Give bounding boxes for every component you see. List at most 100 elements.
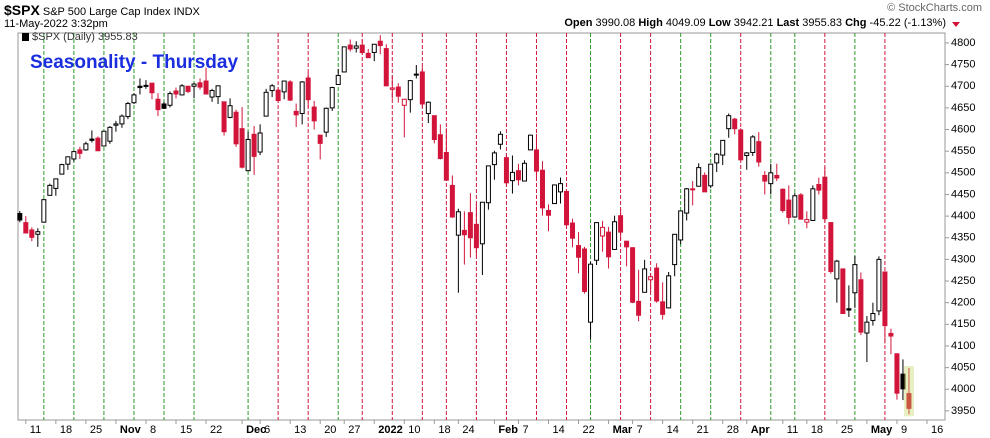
y-tick-label: 3950 [951,405,975,417]
quote-label: Open [564,17,593,29]
candle-body [798,194,804,220]
candle-body [648,276,654,281]
y-tick-label: 4100 [951,340,975,352]
candle-body [780,188,786,211]
candle-body [215,85,221,98]
candle-body [365,52,371,59]
y-tick-label: 4700 [951,80,975,92]
candle-body [449,184,455,218]
quote-value: 4049.09 [665,17,706,29]
candle-body [179,85,185,96]
candle-body [263,91,269,117]
x-tick-label: 22 [583,424,595,436]
candle-body [293,110,299,116]
candle-body [642,268,648,293]
candle-body [65,156,71,165]
candle-body [684,188,690,214]
candle-body [606,231,612,258]
x-tick-label: 25 [841,424,853,436]
y-tick-label: 4200 [951,297,975,309]
candle-body [696,167,702,187]
candle-body [317,134,323,144]
candle-body [17,213,23,221]
candle-body [197,82,203,88]
x-tick-label: 7 [637,424,643,436]
x-tick-label: 24 [462,424,474,436]
candle-body [443,151,449,181]
candle-body [467,212,473,239]
index-name: S&P 500 Large Cap Index [42,6,171,18]
x-tick-label: 6 [264,424,270,436]
candle-body [888,332,894,337]
candle-body [654,267,660,302]
candle-body [539,169,545,209]
candle-body [503,157,509,184]
x-tick-label: 11 [787,424,798,436]
candle-body [239,128,245,168]
candle-body [768,172,774,185]
candle-body [582,248,588,292]
candle-body [281,80,287,93]
candle-body [287,81,293,101]
candle-body [77,149,83,154]
candle-body [203,80,209,95]
x-tick-label: Apr [751,424,771,436]
candle-body [53,178,59,189]
candle-body [419,71,425,105]
x-tick-label: 11 [30,424,41,436]
candle-body [858,279,864,333]
candle-body [173,90,179,95]
candle-body [810,188,816,221]
legend: $SPX (Daily) 3955.83 [32,31,138,43]
candle-body [473,223,479,249]
candle-body [527,134,533,151]
candle-body [672,233,678,266]
x-tick-label: 18 [811,424,823,436]
y-tick-label: 4600 [951,123,975,135]
candle-body [359,44,365,53]
y-tick-label: 4250 [951,275,975,287]
candle-body [576,245,582,258]
candle-body [774,174,780,179]
candle-body [107,126,113,142]
candle-body [389,87,395,90]
x-tick-label: 14 [552,424,564,436]
candle-body [864,321,870,334]
y-tick-label: 4450 [951,188,975,200]
candle-body [594,222,600,261]
candle-body [83,143,89,151]
candle-body [612,221,618,250]
y-tick-label: 4500 [951,167,975,179]
quote-label: High [638,17,663,29]
candle-body [714,153,720,164]
candle-body [377,40,383,47]
candle-body [35,231,41,235]
candle-body [311,106,317,122]
candle-body [71,151,77,160]
candle-body [876,258,882,312]
candle-body [521,162,527,182]
quote-label: Low [708,17,731,29]
candle-body [762,174,768,182]
candle-body [119,115,125,125]
candle-body [894,353,900,394]
candle-body [678,210,684,241]
candle-body [816,184,822,191]
candle-body [479,201,485,245]
candle-body [618,215,624,233]
candle-body [233,111,239,145]
candle-body [509,171,515,182]
candle-body [347,44,353,50]
candle-body [299,81,305,115]
x-tick-label: 21 [697,424,709,436]
candle-body [515,170,521,181]
candle-body [738,129,744,161]
candle-body [702,174,708,193]
x-tick-label: Nov [120,424,142,436]
candle-body [113,123,119,126]
candle-body [329,87,335,109]
candle-body [371,43,377,53]
y-tick-label: 4800 [951,37,975,49]
candle-body [401,98,407,106]
y-tick-label: 4550 [951,145,975,157]
